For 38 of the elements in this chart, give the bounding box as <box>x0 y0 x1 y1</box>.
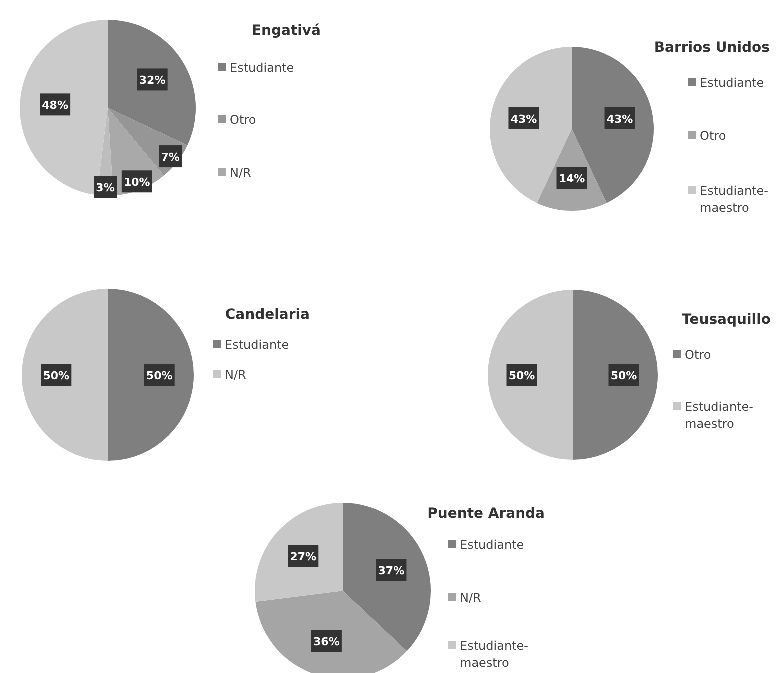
data-label: 14% <box>558 172 586 186</box>
legend-label: Estudiante-maestro <box>685 400 754 431</box>
legend-label: Otro <box>700 129 726 143</box>
legend-label: N/R <box>230 166 252 180</box>
legend-label: Estudiante <box>230 61 294 75</box>
legend-label: Estudiante <box>700 76 764 90</box>
text: Teusaquillo <box>682 312 772 328</box>
legend-label: Estudiante <box>225 338 290 352</box>
pie-slice <box>488 290 573 460</box>
legend-label: Estudiante <box>460 538 524 552</box>
pie-slice <box>573 290 658 460</box>
data-label: 43% <box>510 112 538 126</box>
data-label: 3% <box>96 182 115 195</box>
legend-label: Estudiante-maestro <box>460 639 528 670</box>
legend-label: Estudiante-maestro <box>700 184 768 215</box>
data-label: 7% <box>161 151 180 164</box>
data-label: 37% <box>378 564 405 578</box>
data-label: 48% <box>42 99 68 112</box>
data-label: 32% <box>139 74 166 88</box>
data-label: 36% <box>314 636 340 649</box>
chart-title: Engativá <box>252 23 321 39</box>
pie-slice <box>108 289 194 461</box>
data-label: 50% <box>43 370 70 382</box>
pie-slice <box>108 20 196 146</box>
legend-label: N/R <box>460 591 482 605</box>
data-label: 50% <box>508 370 536 382</box>
legend-label: Otro <box>230 113 256 127</box>
data-label: 43% <box>606 112 634 126</box>
data-label: 10% <box>124 176 150 190</box>
legend-label: N/R <box>225 368 246 382</box>
chart-title: Puente Aranda <box>428 506 545 522</box>
text: Candelaria <box>225 307 310 323</box>
chart-title: Barrios Unidos <box>654 40 770 56</box>
data-label: 50% <box>610 370 638 382</box>
data-label: 27% <box>290 550 317 564</box>
data-label: 50% <box>146 370 173 382</box>
pie-slice <box>22 289 108 461</box>
legend-label: Otro <box>685 348 712 362</box>
